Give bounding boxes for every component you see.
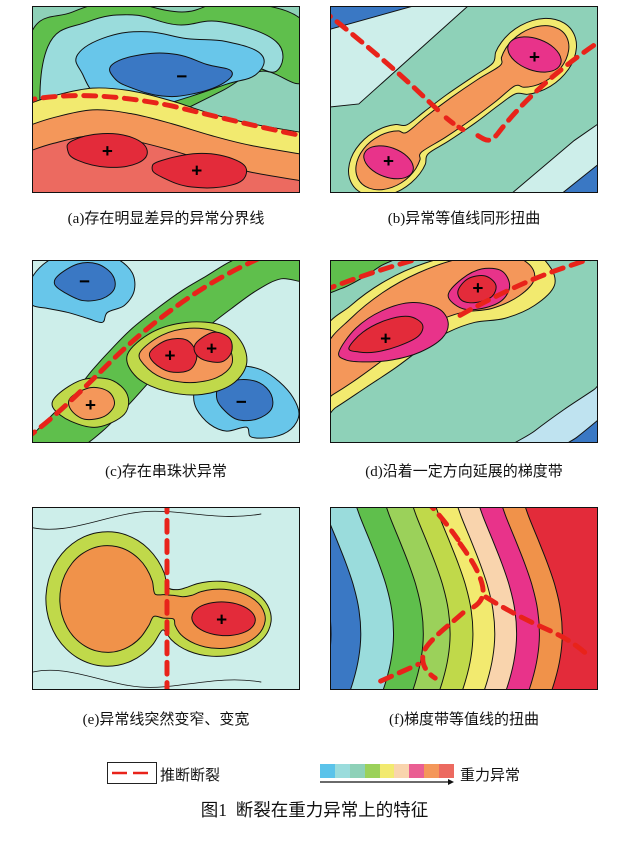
svg-text:+: + <box>472 277 483 298</box>
svg-text:+: + <box>85 394 96 415</box>
svg-text:+: + <box>191 160 202 181</box>
svg-text:−: − <box>176 66 187 87</box>
svg-text:+: + <box>380 328 391 349</box>
svg-text:+: + <box>164 344 175 365</box>
svg-text:+: + <box>206 338 217 359</box>
svg-text:−: − <box>236 391 247 412</box>
svg-text:−: − <box>79 270 90 291</box>
svg-text:+: + <box>529 46 540 67</box>
svg-text:+: + <box>383 150 394 171</box>
svg-text:+: + <box>216 608 227 629</box>
svg-text:+: + <box>102 140 113 161</box>
